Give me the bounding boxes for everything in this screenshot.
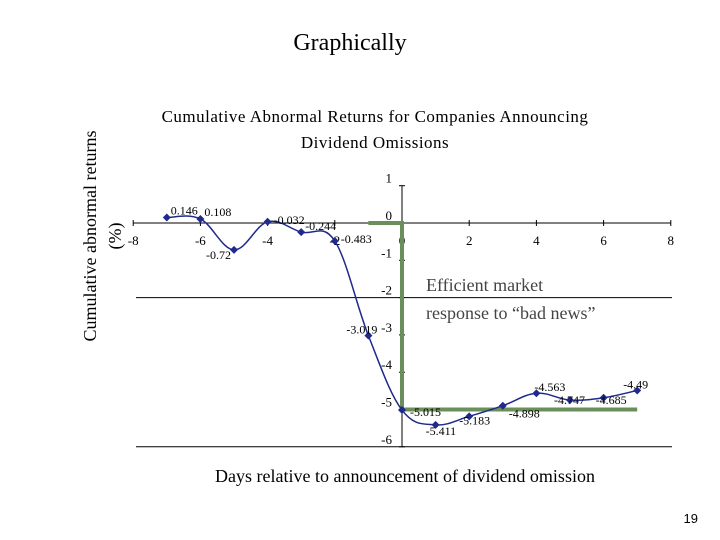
series-line bbox=[166, 215, 638, 426]
y-axis-title-line-2: (%) bbox=[105, 223, 126, 250]
annotation-line-1: Efficient market bbox=[426, 275, 543, 295]
y-tick-label: -3 bbox=[381, 320, 392, 335]
y-tick-label: 1 bbox=[386, 171, 393, 186]
data-label: 0.146 bbox=[171, 204, 198, 218]
data-labels: 0.146 0.108-0.72-0.032 -0.244-0.483-3.019-… bbox=[171, 204, 648, 438]
data-point bbox=[398, 406, 406, 415]
y-tick-label: -5 bbox=[381, 395, 392, 410]
data-point bbox=[431, 420, 440, 429]
annotation: Efficient market response to “bad news” bbox=[426, 275, 595, 323]
x-tick-label: 2 bbox=[466, 233, 473, 248]
x-tick-label: 6 bbox=[600, 233, 607, 248]
slide-title: Graphically bbox=[293, 30, 407, 56]
y-tick-label: -1 bbox=[381, 245, 392, 260]
data-point bbox=[566, 396, 574, 405]
data-point bbox=[162, 213, 171, 222]
data-label: -0.244 bbox=[305, 219, 336, 233]
annotation-line-2: response to “bad news” bbox=[426, 303, 595, 323]
data-label: -4.563 bbox=[534, 380, 565, 394]
y-tick-label: -4 bbox=[381, 357, 392, 372]
y-axis-title: Cumulative abnormal returns (%) bbox=[80, 131, 126, 342]
x-tick-label: 4 bbox=[533, 233, 540, 248]
data-label: -4.747 bbox=[554, 393, 585, 407]
efficient-response-line bbox=[368, 221, 638, 412]
x-tick-label: -8 bbox=[128, 233, 139, 248]
x-tick-label: 8 bbox=[668, 233, 675, 248]
data-point bbox=[498, 401, 507, 410]
chart-title-line-1: Cumulative Abnormal Returns for Companie… bbox=[162, 107, 589, 126]
data-point bbox=[330, 237, 339, 246]
series-curve bbox=[166, 215, 638, 426]
data-label: 0.108 bbox=[204, 205, 231, 219]
data-point bbox=[230, 245, 238, 254]
y-tick-label: -2 bbox=[381, 283, 392, 298]
data-label: -0.72 bbox=[206, 248, 231, 262]
data-label: -0.032 bbox=[274, 213, 305, 227]
data-label: -5.183 bbox=[459, 413, 490, 427]
x-axis-title: Days relative to announcement of dividen… bbox=[215, 466, 595, 486]
efficient-response-path bbox=[368, 221, 638, 412]
series-markers bbox=[162, 213, 642, 429]
x-tick-label: -4 bbox=[262, 233, 273, 248]
data-point bbox=[297, 228, 306, 237]
data-point bbox=[263, 217, 272, 226]
data-label: -4.49 bbox=[623, 377, 648, 391]
data-label: -5.015 bbox=[410, 405, 441, 419]
data-point bbox=[364, 331, 373, 340]
data-point bbox=[196, 214, 205, 223]
data-point bbox=[465, 412, 474, 421]
page-number: 19 bbox=[683, 511, 698, 526]
data-label: -3.019 bbox=[346, 323, 377, 337]
chart-title-line-2: Dividend Omissions bbox=[301, 133, 449, 152]
data-label: -5.411 bbox=[426, 424, 457, 438]
y-tick-label: 0 bbox=[386, 208, 393, 223]
y-axis-title-line-1: Cumulative abnormal returns bbox=[80, 131, 100, 342]
data-point bbox=[532, 389, 541, 398]
data-label: -0.483 bbox=[341, 232, 372, 246]
data-label: -4.898 bbox=[509, 407, 540, 421]
data-point bbox=[633, 386, 642, 395]
data-point bbox=[599, 393, 608, 402]
data-label: -4.685 bbox=[596, 393, 627, 407]
y-tick-label: -6 bbox=[381, 432, 392, 447]
x-tick-label: -6 bbox=[195, 233, 206, 248]
